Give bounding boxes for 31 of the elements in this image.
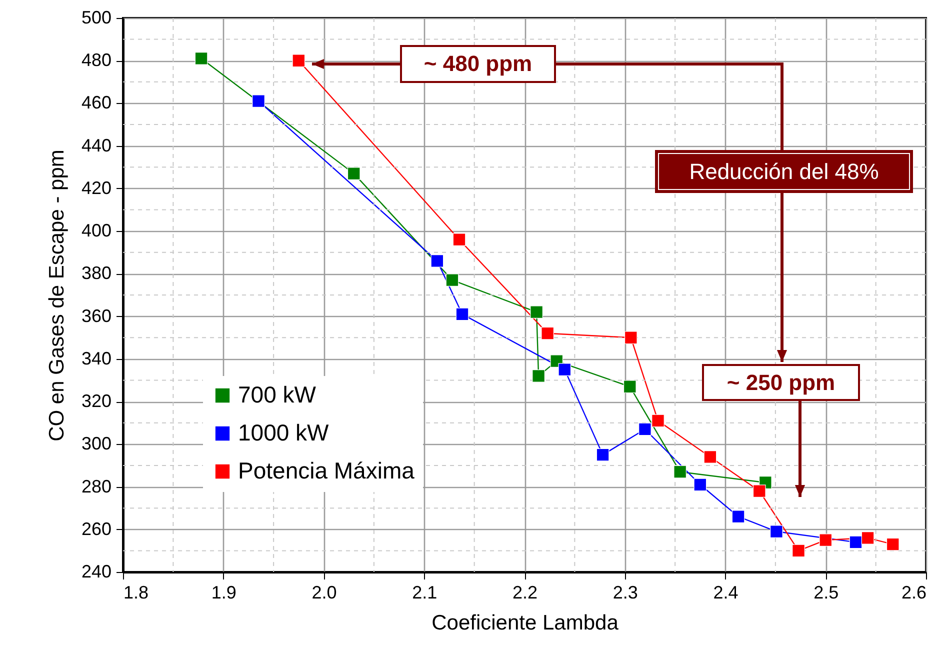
y-axis-title: CO en Gases de Escape - ppm (45, 150, 68, 442)
y-tick-label: 260 (81, 518, 112, 539)
y-tick-label: 320 (81, 391, 112, 412)
x-tick-label: 2.2 (512, 582, 538, 602)
legend-label: 700 kW (238, 382, 316, 408)
y-tick-label: 280 (81, 476, 112, 496)
y-tick-label: 400 (81, 220, 112, 241)
y-tick-label: 300 (81, 434, 112, 454)
y-tick-label: 240 (81, 562, 112, 582)
y-tick-label: 460 (81, 92, 112, 113)
y-tick-label: 440 (81, 135, 112, 156)
y-tick-label: 340 (81, 348, 112, 368)
annotation: ~ 250 ppm (702, 364, 860, 401)
x-tick-label: 1.8 (124, 582, 149, 602)
x-tick-label: 1.9 (211, 582, 236, 602)
legend-label: 1000 kW (238, 420, 330, 446)
x-tick-label: 2.5 (814, 582, 839, 602)
x-tick-label: 2.1 (412, 582, 438, 602)
y-tick-label: 480 (81, 50, 112, 70)
y-tick-label: 360 (81, 306, 112, 326)
x-tick-label: 2.0 (312, 582, 337, 602)
y-tick-label: 500 (81, 8, 112, 28)
x-tick-label: 2.3 (612, 582, 638, 602)
x-tick-label: 2.4 (713, 582, 738, 602)
y-tick-label: 380 (81, 263, 112, 284)
legend-label: Potencia Máxima (238, 458, 415, 484)
annotation: ~ 480 ppm (400, 45, 556, 83)
x-axis-title: Coeficiente Lambda (432, 612, 619, 634)
y-tick-label: 420 (81, 178, 112, 198)
annotation: Reducción del 48% (655, 150, 913, 193)
x-tick-label: 2.6 (901, 582, 926, 602)
